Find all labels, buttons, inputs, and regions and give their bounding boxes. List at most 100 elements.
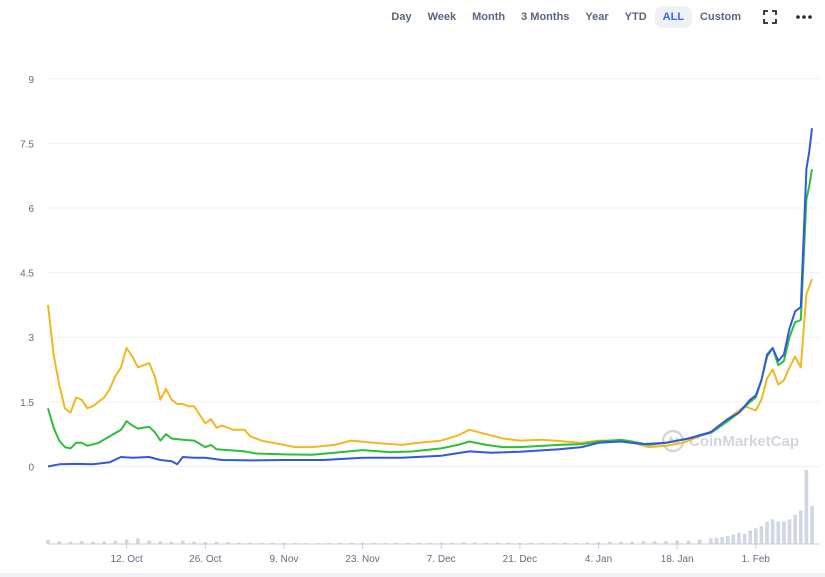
volume-bar: [574, 542, 578, 544]
volume-bar: [748, 530, 753, 544]
volume-bar: [675, 540, 679, 544]
range-3-months-button[interactable]: 3 Months: [513, 6, 577, 28]
volume-bar: [428, 542, 432, 544]
y-tick-label: 0: [28, 462, 34, 473]
volume-bar: [259, 542, 264, 544]
volume-bar: [737, 532, 741, 544]
volume-bar: [214, 541, 219, 544]
volume-bar: [725, 536, 730, 544]
volume-bar: [102, 541, 106, 544]
volume-bar: [225, 542, 230, 544]
volume-bar: [338, 542, 342, 544]
volume-bar: [709, 538, 713, 544]
volume-bar: [147, 540, 151, 544]
volume-bar: [293, 542, 297, 544]
volume-bar: [124, 539, 129, 544]
x-tick-label: 9. Nov: [269, 554, 298, 565]
volume-bar: [248, 542, 253, 544]
x-tick-label: 26. Oct: [189, 554, 221, 565]
volume-bar: [473, 542, 477, 544]
volume-bar: [585, 542, 590, 544]
volume-bar: [405, 542, 410, 544]
volume-bar: [113, 540, 118, 544]
volume-bar: [79, 541, 84, 544]
y-tick-label: 4.5: [20, 269, 34, 280]
volume-bar: [270, 542, 275, 544]
volume-bar: [619, 541, 623, 544]
volume-bar: [461, 542, 466, 544]
range-ytd-button[interactable]: YTD: [617, 6, 655, 28]
x-axis: 12. Oct 26. Oct 9. Nov 23. Nov 7. Dec 21. Dec…: [111, 544, 770, 565]
range-toolbar: Day Week Month 3 Months Year YTD ALL Cus…: [383, 6, 817, 28]
grid-lines: [48, 78, 820, 467]
volume-bar: [46, 539, 50, 544]
volume-bar: [192, 541, 196, 544]
watermark-text: CoinMarketCap: [689, 433, 799, 450]
x-tick-label: 7. Dec: [427, 554, 456, 565]
volume-bar: [237, 542, 241, 544]
y-tick-label: 7.5: [20, 139, 34, 150]
y-tick-label: 9: [28, 75, 34, 86]
volume-bar: [181, 540, 185, 544]
volume-bar: [169, 541, 174, 544]
series-line-green: [47, 169, 813, 456]
volume-bar: [68, 541, 73, 544]
volume-bar: [551, 542, 556, 544]
volume-bar: [450, 542, 455, 544]
y-tick-label: 6: [28, 204, 34, 215]
volume-bar: [770, 519, 775, 544]
series-line-blue: [47, 128, 813, 468]
volume-bar: [782, 521, 786, 544]
range-all-button[interactable]: ALL: [654, 6, 693, 28]
series-line-yellow: [47, 278, 813, 449]
volume-bar: [759, 526, 764, 544]
volume-bar: [383, 542, 387, 544]
range-custom-button[interactable]: Custom: [692, 6, 749, 28]
y-axis: 0 1.5 3 4.5 6 7.5 9: [20, 75, 34, 474]
volume-bar: [495, 542, 500, 544]
volume-bar: [686, 540, 691, 544]
volume-bar: [203, 542, 208, 544]
volume-bar: [596, 542, 601, 544]
volume-bar: [776, 521, 781, 544]
volume-bar: [714, 537, 719, 544]
volume-bar: [765, 521, 769, 544]
volume-bar: [804, 470, 809, 544]
volume-bar: [607, 541, 612, 544]
range-month-button[interactable]: Month: [464, 6, 513, 28]
volume-bar: [697, 539, 702, 544]
volume-bar: [136, 538, 140, 544]
volume-bar: [754, 528, 758, 544]
volume-bar: [793, 514, 797, 544]
volume-bar: [282, 542, 286, 544]
more-dots-icon: [796, 15, 812, 19]
volume-bar: [529, 542, 533, 544]
bottom-border: [0, 573, 825, 577]
volume-bar: [439, 542, 444, 544]
volume-bar: [731, 534, 736, 544]
x-tick-label: 4. Jan: [585, 554, 612, 565]
more-options-button[interactable]: [791, 6, 817, 28]
volume-bar: [57, 541, 62, 544]
range-day-button[interactable]: Day: [383, 6, 419, 28]
volume-bar: [563, 542, 567, 544]
y-tick-label: 3: [28, 333, 34, 344]
volume-bar: [416, 542, 421, 544]
volume-bar: [349, 542, 354, 544]
fullscreen-button[interactable]: [757, 6, 783, 28]
fullscreen-icon: [763, 10, 777, 24]
volume-bar: [540, 542, 545, 544]
volume-bar: [327, 542, 331, 544]
y-tick-label: 1.5: [20, 398, 34, 409]
volume-bar: [641, 541, 646, 544]
volume-bar: [798, 510, 803, 544]
volume-bar: [652, 541, 657, 544]
volume-bar: [91, 541, 95, 544]
range-week-button[interactable]: Week: [420, 6, 465, 28]
x-tick-label: 18. Jan: [661, 554, 694, 565]
volume-bar: [484, 542, 488, 544]
volume-bar: [360, 542, 365, 544]
range-year-button[interactable]: Year: [577, 6, 616, 28]
x-tick-label: 23. Nov: [345, 554, 379, 565]
